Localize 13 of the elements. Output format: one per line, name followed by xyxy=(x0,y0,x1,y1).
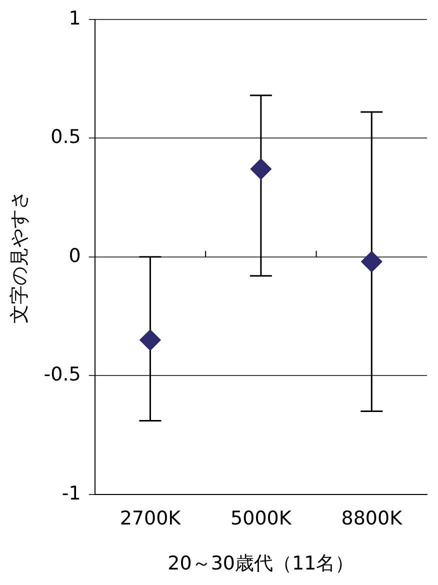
x-tick-label: 5000K xyxy=(230,508,292,530)
x-axis-title: 20～30歳代（11名） xyxy=(168,552,354,575)
point xyxy=(140,330,161,351)
y-tick-label: 0 xyxy=(68,244,81,267)
point xyxy=(250,158,272,180)
y-axis-title: 文字の見やすさ xyxy=(8,190,30,324)
y-tick-label: 0.5 xyxy=(50,126,81,148)
x-tick-label: 2700K xyxy=(120,508,182,530)
point xyxy=(361,251,382,272)
x-tick-label: 8800K xyxy=(341,508,403,530)
y-tick-label: -0.5 xyxy=(44,364,81,386)
y-tick-label: 1 xyxy=(68,7,81,30)
y-tick-label: -1 xyxy=(62,482,81,504)
